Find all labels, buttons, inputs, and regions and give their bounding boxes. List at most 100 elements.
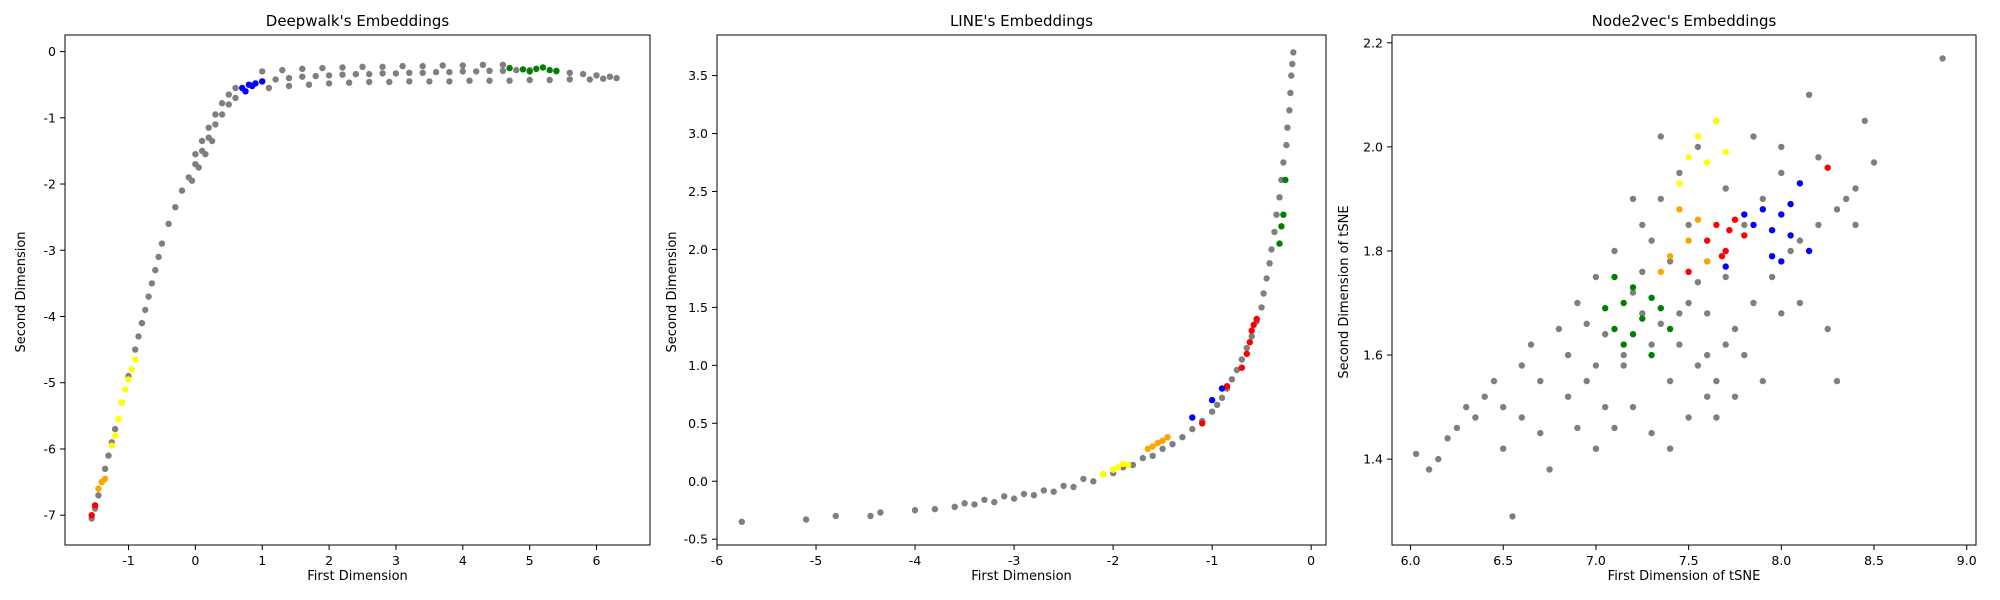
line-point-red xyxy=(1243,350,1251,357)
node2vec-point-gray xyxy=(1592,273,1600,281)
node2vec-point-gray xyxy=(1500,403,1507,411)
node2vec-point-gray xyxy=(1537,377,1544,385)
line-point-gray xyxy=(1070,483,1077,491)
line-point-gray xyxy=(1149,452,1156,459)
node2vec-point-gray xyxy=(1444,435,1451,442)
deepwalk-x-tick-label: 0 xyxy=(191,553,199,568)
line-y-tick-label: 1.0 xyxy=(688,358,708,373)
deepwalk-point-gray xyxy=(305,81,313,88)
deepwalk-point-gray xyxy=(152,266,159,274)
deepwalk-point-blue xyxy=(259,78,266,85)
deepwalk-y-tick-label: -3 xyxy=(44,243,56,258)
node2vec-point-blue xyxy=(1768,253,1776,260)
deepwalk-point-gray xyxy=(379,70,386,77)
deepwalk-point-gray xyxy=(138,319,146,327)
node2vec-point-green xyxy=(1629,284,1637,291)
deepwalk-point-gray xyxy=(111,425,119,433)
deepwalk-point-orange xyxy=(95,485,102,492)
deepwalk-point-gray xyxy=(339,71,346,78)
node2vec-point-gray xyxy=(1463,403,1470,411)
node2vec-point-gray xyxy=(1481,393,1488,400)
node2vec-point-blue xyxy=(1759,206,1767,213)
line-plot-area xyxy=(738,49,1297,525)
line-x-tick-label: -4 xyxy=(909,553,922,568)
line-point-red xyxy=(1253,315,1260,323)
node2vec-y-axis-label: Second Dimension of tSNE xyxy=(1337,205,1352,378)
deepwalk-point-gray xyxy=(352,70,359,78)
node2vec-point-gray xyxy=(1509,513,1516,520)
line-point-red xyxy=(1238,364,1246,371)
deepwalk-y-tick-label: -2 xyxy=(44,177,56,192)
deepwalk-point-gray xyxy=(473,68,480,75)
deepwalk-point-gray xyxy=(259,68,266,75)
node2vec-point-yellow xyxy=(1722,148,1729,156)
deepwalk-point-gray xyxy=(165,220,172,227)
deepwalk-point-gray xyxy=(506,77,513,84)
node2vec-point-yellow xyxy=(1676,180,1683,187)
deepwalk-point-gray xyxy=(486,77,493,84)
deepwalk-point-gray xyxy=(566,69,573,77)
node2vec-point-gray xyxy=(1592,445,1600,452)
deepwalk-point-gray xyxy=(148,280,156,287)
node2vec-point-gray xyxy=(1657,320,1665,327)
node2vec-point-gray xyxy=(1833,206,1841,213)
line-point-gray xyxy=(1129,461,1137,469)
deepwalk-point-gray xyxy=(392,70,400,77)
node2vec-point-gray xyxy=(1796,237,1804,244)
node2vec-point-gray xyxy=(1666,445,1674,452)
deepwalk-point-gray xyxy=(319,64,326,72)
node2vec-point-orange xyxy=(1694,216,1702,223)
deepwalk-point-gray xyxy=(406,78,413,85)
deepwalk-point-yellow xyxy=(108,442,116,449)
node2vec-point-gray xyxy=(1574,299,1581,307)
deepwalk-point-gray xyxy=(606,73,614,80)
deepwalk-point-gray xyxy=(446,68,453,76)
node2vec-point-gray xyxy=(1629,195,1637,203)
node2vec-point-gray xyxy=(1815,154,1822,161)
node2vec-point-green xyxy=(1648,351,1655,359)
node2vec-x-tick-label: 7.5 xyxy=(1679,553,1699,568)
deepwalk-point-gray xyxy=(499,67,507,75)
node2vec-point-gray xyxy=(1490,377,1498,385)
node2vec-point-gray xyxy=(1870,159,1878,166)
line-point-gray xyxy=(1010,495,1018,502)
deepwalk-point-gray xyxy=(600,75,607,82)
node2vec-point-gray xyxy=(1750,299,1757,307)
node2vec-point-gray xyxy=(1796,299,1804,307)
deepwalk-point-gray xyxy=(208,137,216,145)
deepwalk-point-gray xyxy=(105,452,112,459)
deepwalk-x-tick-label: 4 xyxy=(459,553,467,568)
deepwalk-point-blue xyxy=(249,82,256,90)
deepwalk-point-yellow xyxy=(122,386,129,393)
node2vec-x-axis-label: First Dimension of tSNE xyxy=(1608,569,1761,584)
line-x-tick-label: -1 xyxy=(1206,553,1218,568)
node2vec-point-red xyxy=(1824,164,1831,171)
deepwalk-point-yellow xyxy=(128,366,136,373)
node2vec-point-red xyxy=(1722,247,1729,255)
deepwalk-y-tick-label: -5 xyxy=(44,375,56,390)
deepwalk-point-green xyxy=(506,64,513,72)
node2vec-x-tick-label: 7.0 xyxy=(1586,553,1606,568)
line-point-gray xyxy=(1020,490,1028,498)
line-point-orange xyxy=(1149,443,1156,450)
node2vec-point-green xyxy=(1657,305,1665,312)
node2vec-point-gray xyxy=(1676,169,1683,177)
deepwalk-point-gray xyxy=(299,65,306,73)
node2vec-point-gray xyxy=(1602,403,1609,411)
node2vec-point-blue xyxy=(1741,211,1748,218)
deepwalk-point-gray xyxy=(386,78,393,86)
deepwalk-point-green xyxy=(546,66,553,74)
line-point-gray xyxy=(1208,408,1216,415)
deepwalk-point-gray xyxy=(586,76,593,83)
node2vec-point-gray xyxy=(1648,341,1655,348)
node2vec-point-gray xyxy=(1750,133,1757,140)
node2vec-point-gray xyxy=(1639,310,1646,317)
deepwalk-point-yellow xyxy=(111,432,119,439)
node2vec-point-green xyxy=(1620,299,1627,307)
line-point-gray xyxy=(1268,246,1275,253)
node2vec-point-green xyxy=(1629,331,1637,338)
line-point-gray xyxy=(1001,493,1008,500)
line-point-gray xyxy=(1218,394,1226,401)
node2vec-point-gray xyxy=(1620,351,1627,359)
deepwalk-point-gray xyxy=(145,293,152,300)
